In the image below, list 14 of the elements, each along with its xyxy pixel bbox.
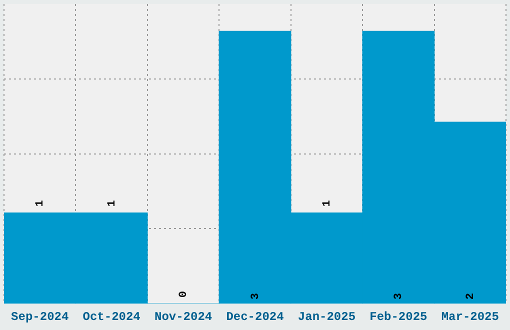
- x-tick-label: Oct-2024: [82, 310, 140, 324]
- x-tick-label: Sep-2024: [11, 310, 69, 324]
- data-label: 2: [464, 292, 477, 300]
- data-label: 3: [393, 292, 406, 300]
- x-tick-label: Mar-2025: [441, 310, 499, 324]
- x-tick-label: Nov-2024: [154, 310, 212, 324]
- x-tick-label: Jan-2025: [298, 310, 356, 324]
- x-tick-label: Dec-2024: [226, 310, 284, 324]
- data-label: 3: [250, 292, 262, 300]
- data-label: 0: [178, 290, 190, 298]
- data-label: 1: [34, 200, 47, 207]
- x-tick-label: Feb-2025: [370, 310, 428, 324]
- data-label: 1: [321, 200, 334, 207]
- data-label: 1: [106, 200, 118, 207]
